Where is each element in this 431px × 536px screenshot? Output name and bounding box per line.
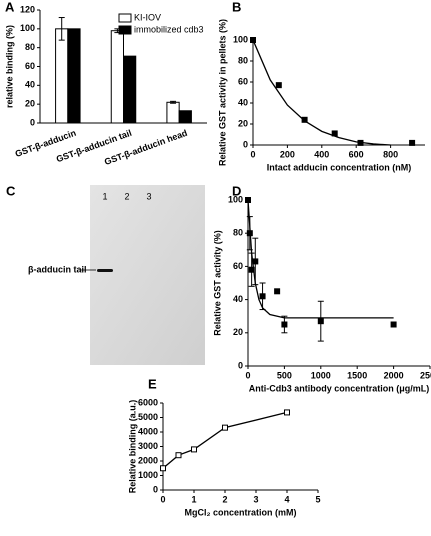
y-tick-label: 60	[233, 261, 243, 271]
lane-label: 1	[102, 191, 107, 201]
legend-label: immobilized cdb3	[134, 24, 204, 34]
data-point	[281, 321, 288, 328]
x-tick-label: 4	[284, 494, 289, 504]
bar	[110, 30, 125, 124]
y-tick-label: 0	[153, 484, 158, 494]
data-point	[317, 318, 324, 325]
x-tick-label: 2500	[420, 370, 431, 380]
y-tick-label: 100	[20, 23, 35, 33]
data-point	[222, 424, 228, 431]
lane-label: 3	[146, 191, 151, 201]
x-tick-label: 200	[280, 149, 295, 159]
x-tick-label: 5	[315, 494, 320, 504]
bar	[123, 55, 137, 124]
series-line	[247, 199, 394, 319]
data-point	[301, 116, 308, 123]
y-tick-label: 60	[238, 76, 248, 86]
y-tick-label: 80	[233, 228, 243, 238]
y-tick-label: 60	[25, 61, 35, 71]
y-tick-label: 2000	[138, 455, 158, 465]
bar	[166, 101, 180, 124]
band-label: β-adducin tail	[28, 264, 87, 274]
data-point	[252, 258, 259, 265]
x-tick-label: 2000	[384, 370, 404, 380]
panel-label: A	[5, 0, 15, 14]
y-axis-label: relative binding (%)	[4, 25, 14, 108]
y-tick-label: 120	[20, 4, 35, 14]
x-tick-label: 3	[253, 494, 258, 504]
panel-label: B	[232, 0, 241, 14]
x-tick-label: 1500	[347, 370, 367, 380]
legend-swatch	[118, 25, 132, 35]
bar	[55, 28, 69, 124]
y-tick-label: 20	[25, 99, 35, 109]
y-tick-label: 3000	[138, 441, 158, 451]
x-tick-label: 600	[349, 149, 364, 159]
bar	[67, 28, 81, 124]
y-tick-label: 20	[238, 118, 248, 128]
x-axis-label: Anti-Cdb3 antibody concentration (μg/mL)	[249, 383, 430, 393]
gel-image	[90, 185, 205, 365]
y-axis-label: Relative GST activity in pellets (%)	[217, 19, 227, 166]
x-tick-label: 400	[314, 149, 329, 159]
x-tick-label: 1000	[311, 370, 331, 380]
x-tick-label: 0	[245, 370, 250, 380]
y-tick-label: 5000	[138, 412, 158, 422]
x-tick-label: 1	[191, 494, 196, 504]
y-tick-label: 100	[228, 194, 243, 204]
x-axis-label: MgCl₂ concentration (mM)	[185, 507, 297, 517]
y-tick-label: 80	[25, 42, 35, 52]
y-tick-label: 1000	[138, 470, 158, 480]
y-tick-label: 40	[25, 80, 35, 90]
y-tick-label: 4000	[138, 426, 158, 436]
x-tick-label: 0	[160, 494, 165, 504]
y-tick-label: 80	[238, 55, 248, 65]
series-line	[252, 39, 391, 146]
x-tick-label: 500	[277, 370, 292, 380]
data-point	[284, 409, 290, 416]
bar	[178, 110, 192, 124]
x-tick-label: 2	[222, 494, 227, 504]
legend-label: KI-IOV	[134, 12, 161, 22]
y-tick-label: 0	[243, 139, 248, 149]
data-point	[259, 293, 266, 300]
x-tick-label: 0	[250, 149, 255, 159]
panel-label: D	[232, 183, 241, 198]
x-tick-label: 800	[383, 149, 398, 159]
panel-label: C	[6, 183, 16, 198]
series-line	[162, 411, 288, 469]
y-tick-label: 0	[30, 117, 35, 127]
data-point	[160, 465, 166, 472]
lane-label: 2	[124, 191, 129, 201]
data-point	[390, 321, 397, 328]
panel-label: E	[148, 376, 157, 391]
y-tick-label: 40	[233, 294, 243, 304]
gel-band	[97, 269, 113, 272]
data-point	[275, 82, 282, 89]
data-point	[191, 446, 197, 453]
data-point	[175, 452, 182, 459]
y-tick-label: 100	[233, 34, 248, 44]
y-axis-label: Relative GST activity (%)	[212, 230, 222, 336]
legend-swatch	[118, 13, 132, 23]
y-tick-label: 20	[233, 327, 243, 337]
data-point	[409, 139, 416, 146]
y-tick-label: 0	[238, 360, 243, 370]
y-tick-label: 6000	[138, 397, 158, 407]
y-axis-label: Relative binding (a.u.)	[127, 400, 137, 494]
x-axis-label: Intact adducin concentration (nM)	[267, 162, 412, 172]
y-tick-label: 40	[238, 97, 248, 107]
data-point	[274, 288, 281, 295]
